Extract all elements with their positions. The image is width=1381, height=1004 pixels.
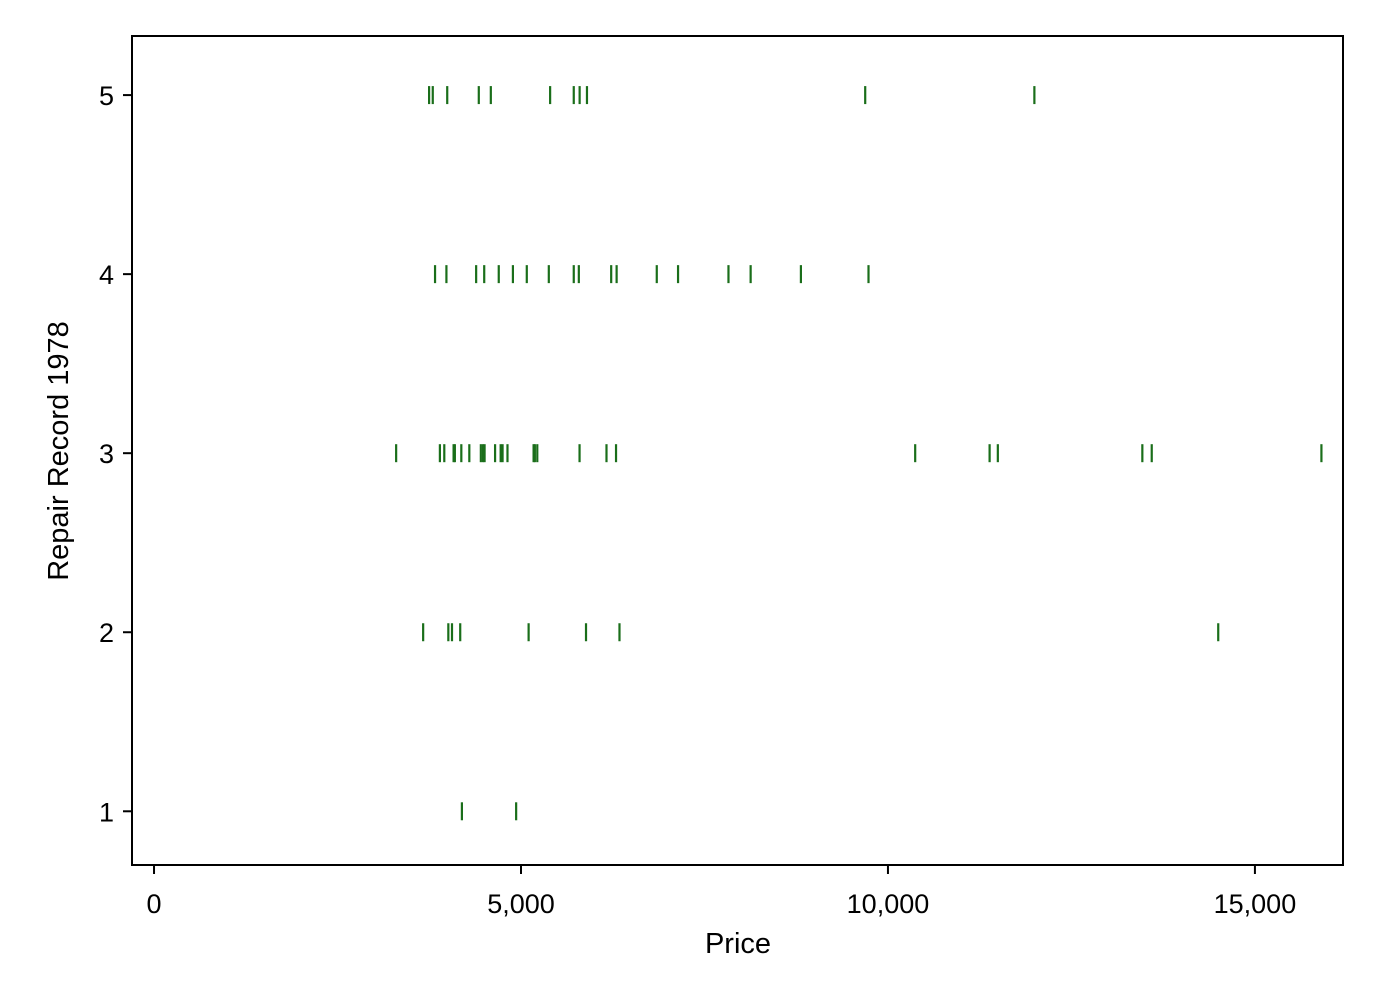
- y-tick-label: 3: [99, 439, 114, 469]
- x-axis-title: Price: [705, 928, 771, 960]
- y-tick-label: 4: [99, 260, 114, 290]
- y-tick-label: 1: [99, 797, 114, 827]
- y-tick-label: 5: [99, 81, 114, 111]
- x-tick-label: 5,000: [487, 889, 555, 919]
- x-tick-label: 10,000: [847, 889, 930, 919]
- x-axis: 0 5,000 10,000 15,000: [147, 865, 1297, 919]
- plot-frame: [131, 35, 1344, 866]
- y-tick-label: 2: [99, 618, 114, 648]
- x-tick-label: 0: [147, 889, 162, 919]
- y-axis-title: Repair Record 1978: [43, 321, 75, 581]
- x-tick-label: 15,000: [1214, 889, 1297, 919]
- y-axis: 1 2 3 4 5: [99, 81, 132, 827]
- data-marks: [395, 86, 1323, 821]
